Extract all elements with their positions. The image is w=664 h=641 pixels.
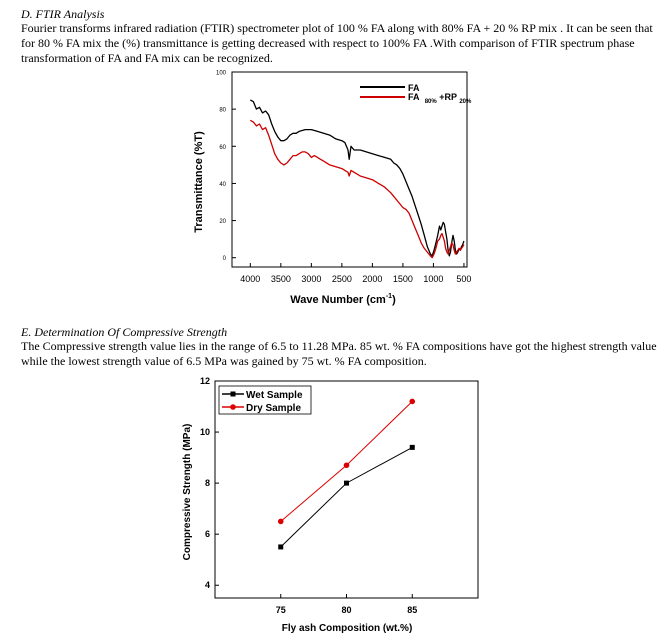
ftir-y-axis-label: Transmittance (%T) <box>193 131 205 233</box>
y-tick-label: 12 <box>200 376 210 386</box>
y-tick-label: 100 <box>216 71 227 77</box>
cs-axis-ticks: 75 80 85 4 6 8 10 12 <box>200 376 417 615</box>
cs-series-line-1 <box>280 401 413 522</box>
x-tick-label: 2500 <box>332 274 352 284</box>
y-tick-label: 10 <box>200 427 210 437</box>
legend-text: +RP <box>439 92 457 102</box>
x-tick-label: 3500 <box>271 274 291 284</box>
ftir-axis-ticks: 4000 3500 3000 2500 2000 1500 1000 500 0 20 40 60 80… <box>216 71 471 285</box>
y-tick-label: 4 <box>205 580 210 590</box>
paragraph-line: Fourier transforms infrared radiation (F… <box>21 21 653 35</box>
legend-marker-wet <box>230 391 236 397</box>
section-heading-ftir: D. FTIR Analysis <box>21 7 105 21</box>
cs-y-axis-label: Compressive Strength (MPa) <box>182 424 193 561</box>
legend-label-fa-rp: FA 80% +RP 20% <box>408 92 472 105</box>
x-label-close: ) <box>392 294 396 306</box>
x-label-sup: -1 <box>386 293 392 300</box>
cs-point-dry <box>409 398 416 405</box>
paragraph-compressive: The Compressive strength value lies in t… <box>21 339 661 369</box>
cs-point-wet <box>344 480 349 486</box>
x-tick-label: 2000 <box>362 274 382 284</box>
ftir-series-group <box>249 99 465 259</box>
x-tick-label: 3000 <box>301 274 321 284</box>
legend-marker-dry <box>230 404 236 410</box>
paragraph-line: transformation of FA and FA mix can be r… <box>21 51 273 65</box>
paragraph-ftir: Fourier transforms infrared radiation (F… <box>21 21 661 66</box>
cs-point-dry <box>343 462 350 469</box>
section-heading-compressive: E. Determination Of Compressive Strength <box>21 325 228 339</box>
cs-series-group <box>277 398 416 550</box>
legend-label-dry: Dry Sample <box>246 403 301 414</box>
x-label-text: Wave Number (cm <box>290 294 386 306</box>
y-tick-label: 0 <box>223 256 227 262</box>
x-tick-label: 85 <box>407 605 417 615</box>
legend-sub: 20% <box>459 99 472 105</box>
y-tick-label: 80 <box>219 108 226 114</box>
legend-sub: 80% <box>425 99 438 105</box>
y-tick-label: 60 <box>219 145 226 151</box>
y-tick-label: 20 <box>219 219 226 225</box>
x-tick-label: 4000 <box>240 274 260 284</box>
x-tick-label: 75 <box>276 605 286 615</box>
x-tick-label: 1000 <box>423 274 443 284</box>
x-tick-label: 80 <box>341 605 351 615</box>
legend-label-wet: Wet Sample <box>246 390 303 401</box>
cs-point-wet <box>409 444 415 450</box>
paragraph-line: while the lowest strength value of 6.5 M… <box>21 354 427 368</box>
y-tick-label: 8 <box>205 478 210 488</box>
cs-point-wet <box>278 544 284 550</box>
y-tick-label: 6 <box>205 529 210 539</box>
paragraph-line: for 80 % FA mix the (%) transmittance is… <box>21 36 635 50</box>
y-tick-label: 40 <box>219 182 226 188</box>
x-tick-label: 1500 <box>393 274 413 284</box>
cs-x-axis-label: Fly ash Composition (wt.%) <box>282 623 413 634</box>
cs-series-line-0 <box>280 446 413 548</box>
cs-legend: Wet Sample Dry Sample <box>218 385 312 415</box>
cs-point-dry <box>277 518 284 525</box>
ftir-legend: FA FA 80% +RP 20% <box>360 83 472 105</box>
legend-label-fa: FA <box>408 83 420 93</box>
ftir-x-axis-label: Wave Number (cm-1) <box>290 293 396 306</box>
legend-text: FA <box>408 92 420 102</box>
ftir-series-line-0 <box>249 99 465 257</box>
ftir-series-line-1 <box>249 119 465 259</box>
x-tick-label: 500 <box>456 274 471 284</box>
ftir-plot-frame <box>231 71 468 268</box>
paragraph-line: The Compressive strength value lies in t… <box>21 339 657 353</box>
